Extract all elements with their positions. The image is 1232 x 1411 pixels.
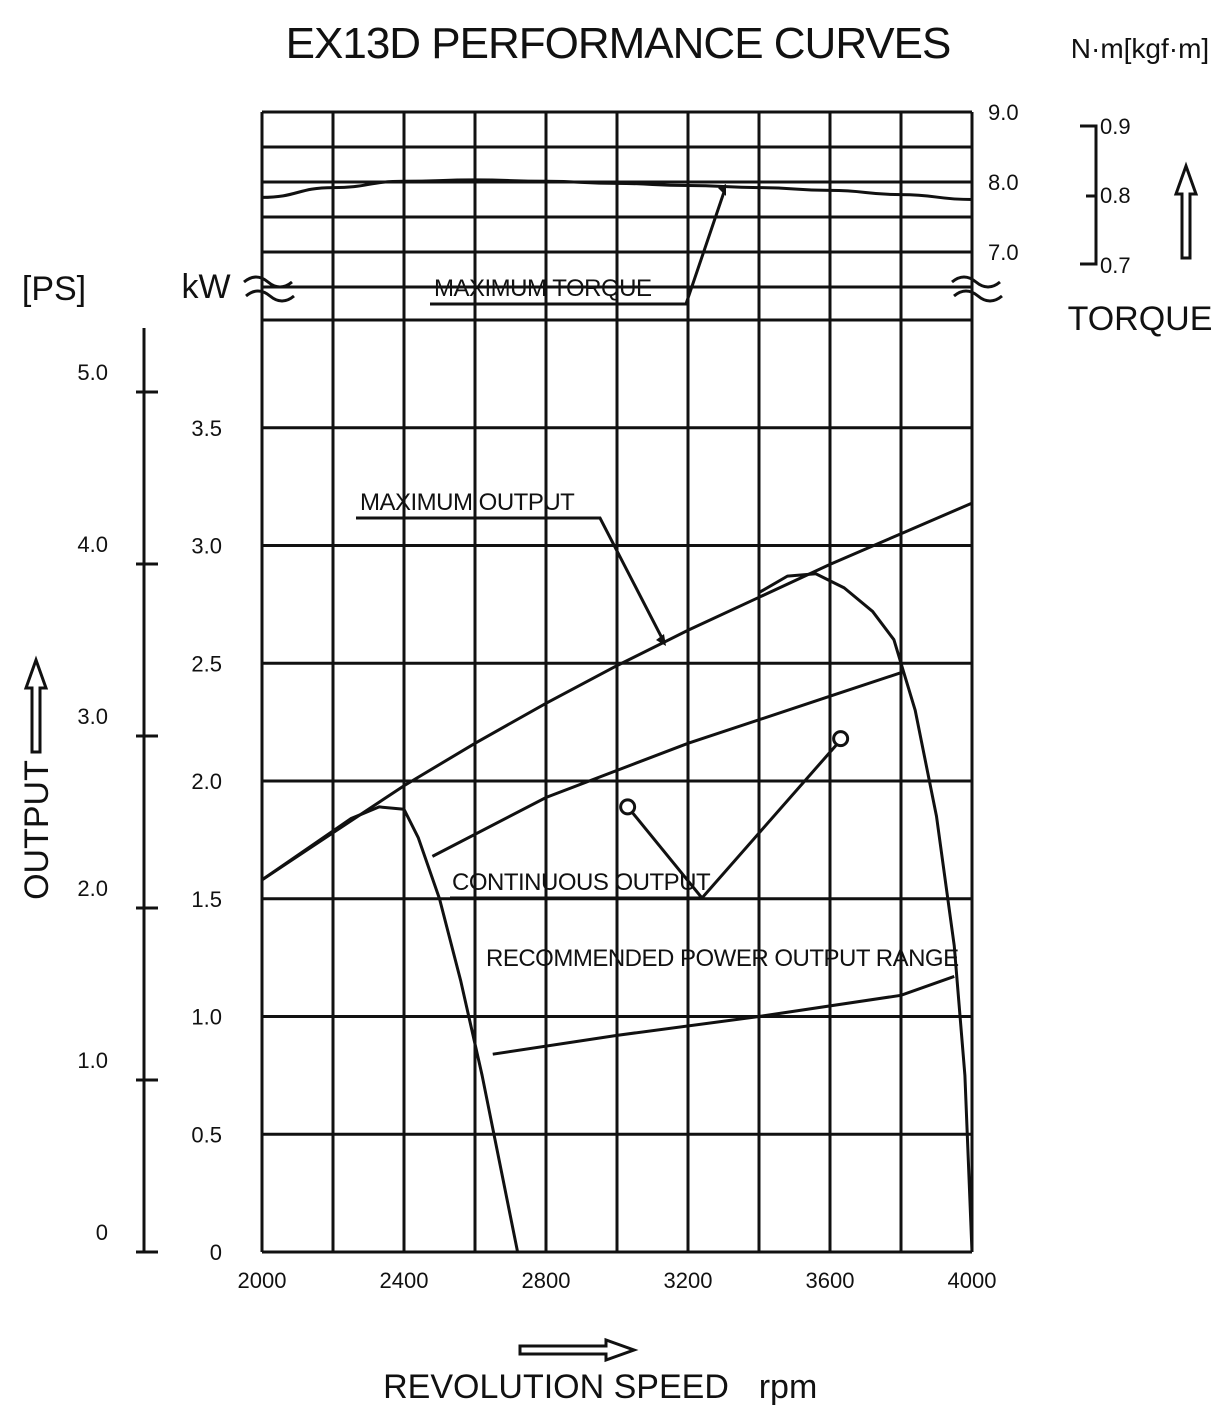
kw-tick-label: 3.5 (191, 416, 222, 441)
torque-axis-title: TORQUE (1068, 300, 1213, 338)
torque-unit: N·m[kgf·m] (1071, 33, 1209, 64)
ps-tick-label: 4.0 (77, 532, 108, 557)
leader-continuous-output-right (700, 743, 838, 899)
torque-axis-ticks: 7.0 8.0 9.0 (988, 100, 1019, 265)
axis-break-right-icon (951, 275, 1003, 303)
x-tick-label: 3200 (664, 1268, 713, 1293)
kw-tick-label: 3.0 (191, 534, 222, 559)
ps-tick-label: 5.0 (77, 360, 108, 385)
torque-up-arrow-icon (1173, 161, 1199, 260)
kw-tick-label: 2.0 (191, 769, 222, 794)
label-continuous-output: CONTINUOUS OUTPUT (452, 869, 711, 896)
leader-arrowhead (718, 184, 726, 196)
output-axis-title: OUTPUT (18, 760, 56, 900)
torque-kgfm-tick-mid: 0.8 (1100, 183, 1131, 208)
torque-tick-label: 9.0 (988, 100, 1019, 125)
axis-break-left-icon (243, 275, 295, 303)
torque-kgfm-tick-bottom: 0.7 (1100, 253, 1131, 278)
output-axis-title-group: OUTPUT (18, 760, 56, 900)
ps-tick-label: 3.0 (77, 704, 108, 729)
series-line-maximum-output (261, 501, 973, 882)
curves (261, 178, 974, 1253)
x-tick-label: 2400 (380, 1268, 429, 1293)
leader-arrowhead (656, 634, 666, 646)
kw-tick-label: 1.5 (191, 887, 222, 912)
cutoff-curve (261, 805, 520, 1253)
ps-tick-label: 0 (96, 1220, 108, 1245)
leader-continuous-output-left (631, 811, 704, 899)
kw-tick-label: 0 (210, 1240, 222, 1265)
series-line-maximum-torque (261, 178, 973, 201)
speed-right-arrow-icon (518, 1337, 639, 1363)
torque-tick-label: 8.0 (988, 170, 1019, 195)
torque-kgfm-bracket (1080, 124, 1098, 266)
x-tick-label: 2800 (522, 1268, 571, 1293)
output-up-arrow-icon (23, 655, 49, 754)
label-maximum-torque: MAXIMUM TORQUE (434, 275, 651, 302)
kw-unit: kW (181, 268, 230, 306)
x-axis-title: REVOLUTION SPEED (383, 1368, 729, 1406)
leader-maximum-output (356, 516, 666, 643)
label-maximum-output: MAXIMUM OUTPUT (360, 489, 575, 516)
x-tick-label: 4000 (948, 1268, 997, 1293)
torque-tick-label: 7.0 (988, 240, 1019, 265)
chart-title: EX13D PERFORMANCE CURVES (286, 19, 951, 68)
ps-tick-label: 2.0 (77, 876, 108, 901)
x-tick-label: 2000 (238, 1268, 287, 1293)
ps-axis-ticks: 0 1.0 2.0 3.0 4.0 5.0 (77, 360, 158, 1254)
cutoff-curve (758, 572, 974, 1253)
series-line-continuous-output (431, 671, 902, 858)
x-axis-unit: rpm (759, 1368, 818, 1406)
annotations (356, 184, 850, 900)
torque-kgfm-tick-top: 0.9 (1100, 114, 1131, 139)
kw-tick-label: 1.0 (191, 1005, 222, 1030)
continuous-output-marker (832, 730, 850, 748)
label-recommended-range: RECOMMENDED POWER OUTPUT RANGE (486, 945, 959, 972)
kw-tick-label: 0.5 (191, 1122, 222, 1147)
series-line-recommended-power-output-range (492, 975, 955, 1056)
x-tick-label: 3600 (806, 1268, 855, 1293)
leader-maximum-torque (430, 191, 726, 306)
continuous-output-marker (619, 798, 637, 816)
ps-tick-label: 1.0 (77, 1048, 108, 1073)
kw-axis-ticks: 0 0.5 1.0 1.5 2.0 2.5 3.0 3.5 (191, 416, 222, 1265)
kw-tick-label: 2.5 (191, 651, 222, 676)
x-axis-ticks: 2000 2400 2800 3200 3600 4000 (238, 1268, 997, 1293)
ps-unit: [PS] (22, 270, 86, 308)
